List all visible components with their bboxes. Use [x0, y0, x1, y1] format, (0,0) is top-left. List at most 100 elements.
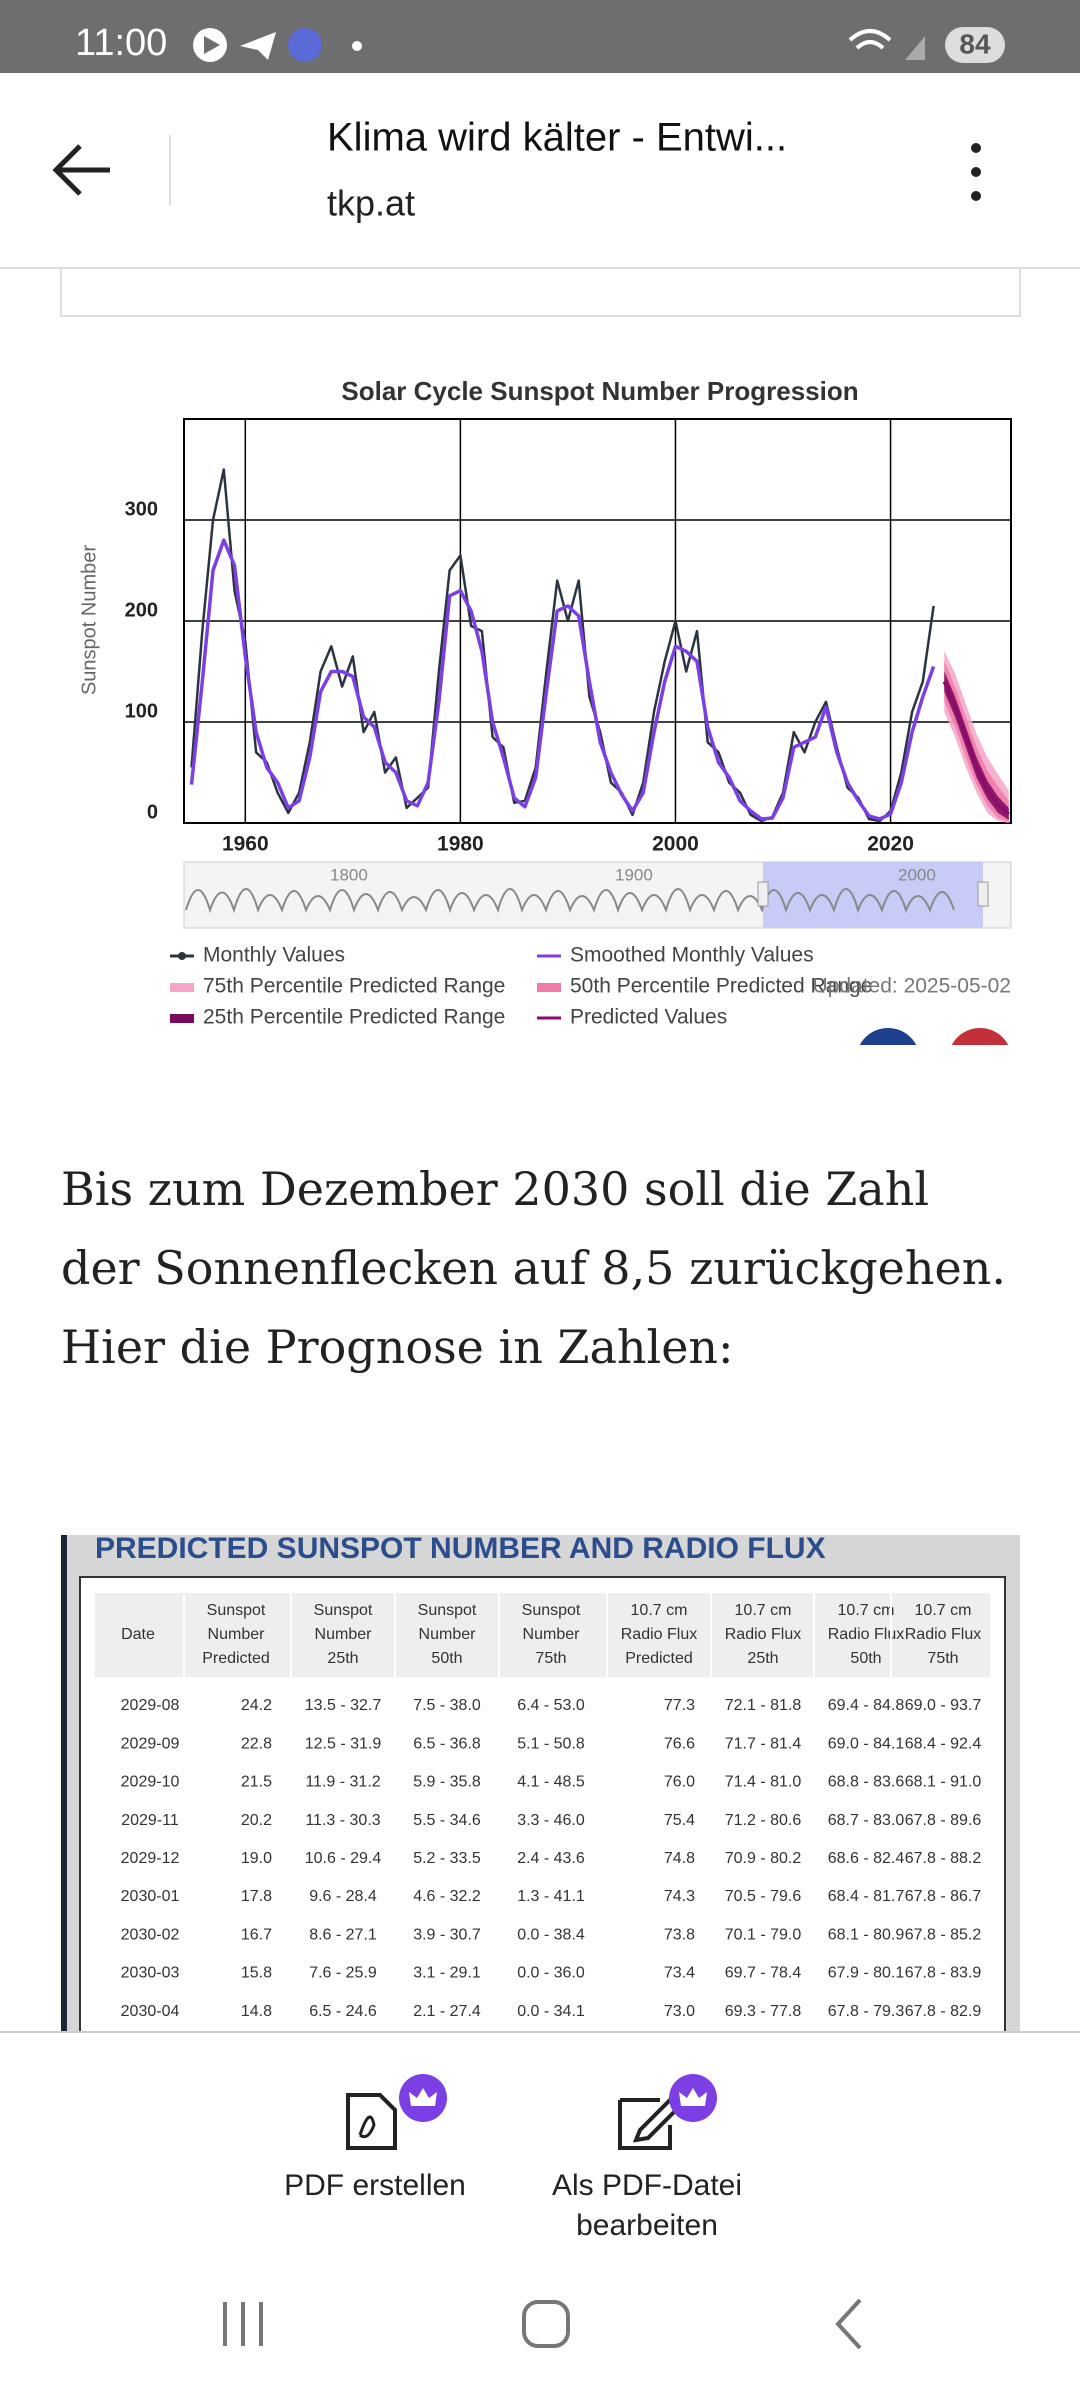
action-label[interactable]: bearbeiten	[576, 2209, 718, 2242]
nav-recents[interactable]	[223, 2302, 263, 2346]
table-cell: 11.3 - 30.3	[305, 1812, 380, 1829]
table-cell: 71.7 - 81.4	[725, 1735, 802, 1752]
table-cell: 6.5 - 36.8	[413, 1735, 481, 1752]
table-cell: 67.8 - 89.6	[905, 1812, 982, 1829]
navigator-label: 1900	[615, 865, 653, 884]
column-header: 75th	[927, 1650, 958, 1667]
status-time: 11:00	[75, 22, 167, 64]
action-label[interactable]: PDF erstellen	[284, 2169, 466, 2202]
table-cell: 69.0 - 93.7	[905, 1697, 982, 1714]
table-cell: 68.4 - 92.4	[905, 1735, 982, 1752]
table-title: PREDICTED SUNSPOT NUMBER AND RADIO FLUX	[95, 1532, 826, 1565]
table-cell: 5.2 - 33.5	[413, 1850, 481, 1867]
status-icon	[204, 36, 220, 54]
y-axis-label: Sunspot Number	[78, 545, 100, 695]
table-cell: 73.0	[664, 2003, 695, 2020]
table-cell: 67.8 - 86.7	[905, 1888, 982, 1905]
column-header: Radio Flux	[621, 1626, 697, 1643]
legend-label: 50th Percentile Predicted Range	[570, 975, 872, 998]
column-header: 50th	[850, 1650, 881, 1667]
navigator-handle[interactable]	[977, 881, 989, 907]
table-cell: 76.0	[664, 1774, 695, 1791]
nav-back[interactable]	[835, 2298, 862, 2350]
updated-label: Updated: 2025-05-02	[813, 975, 1012, 998]
column-header: 25th	[747, 1650, 778, 1667]
status-icon	[288, 28, 322, 62]
table-cell: 2030-02	[121, 1926, 180, 1943]
table-cell: 68.4 - 81.7	[828, 1888, 905, 1905]
y-tick-label: 300	[125, 498, 158, 520]
table-cell: 1.3 - 41.1	[517, 1888, 585, 1905]
table-cell: 21.5	[241, 1774, 272, 1791]
column-header: Predicted	[202, 1650, 270, 1667]
table-cell: 15.8	[241, 1965, 272, 1982]
back-button[interactable]	[52, 144, 110, 196]
table-cell: 12.5 - 31.9	[305, 1735, 382, 1752]
action-label[interactable]: Als PDF-Datei	[552, 2169, 742, 2202]
table-cell: 16.7	[241, 1926, 272, 1943]
table-cell: 13.5 - 32.7	[305, 1697, 382, 1714]
column-header: Sunspot	[207, 1602, 266, 1619]
y-tick-label: 100	[125, 700, 158, 722]
table-cell: 2.4 - 43.6	[517, 1850, 585, 1867]
column-header: Sunspot	[418, 1602, 477, 1619]
table: Date Sunspot Number Predicted Sunspot Number 2…	[121, 1593, 982, 2020]
table-cell: 2.1 - 27.4	[413, 2003, 481, 2020]
table-cell: 70.1 - 79.0	[725, 1926, 802, 1943]
x-tick-label: 1980	[437, 833, 484, 856]
chart: 0 100 200 300 1960 1980 2000 2020 1800 1900 2000 Mo…	[125, 418, 1012, 1029]
column-header: Predicted	[625, 1650, 693, 1667]
signal-icon	[905, 36, 925, 60]
series-line	[190, 468, 935, 823]
table-cell: 75.4	[664, 1812, 695, 1829]
table-cell: 9.6 - 28.4	[309, 1888, 377, 1905]
table-cell: 5.9 - 35.8	[413, 1774, 481, 1791]
menu-button[interactable]	[971, 143, 981, 153]
column-header: Sunspot	[522, 1602, 581, 1619]
menu-button	[971, 191, 981, 201]
navigator-label: 2000	[898, 865, 936, 884]
series-line	[942, 680, 1010, 816]
table-cell: 74.3	[664, 1888, 695, 1905]
table-cell: 69.7 - 78.4	[725, 1965, 802, 1982]
table-cell: 7.5 - 38.0	[413, 1697, 481, 1714]
legend-marker	[170, 983, 194, 992]
pdf-create-icon[interactable]	[346, 2093, 397, 2150]
table-cell: 0.0 - 36.0	[517, 1965, 585, 1982]
table-cell: 68.6 - 82.4	[828, 1850, 905, 1867]
table-cell: 74.8	[664, 1850, 695, 1867]
legend-label: 25th Percentile Predicted Range	[203, 1006, 505, 1029]
table-cell: 69.0 - 84.1	[828, 1735, 905, 1752]
legend-marker	[170, 1014, 194, 1023]
menu-button	[971, 167, 981, 177]
column-header: 25th	[327, 1650, 358, 1667]
column-header: Sunspot	[314, 1602, 373, 1619]
wifi-icon	[848, 29, 892, 50]
status-icon	[240, 32, 276, 60]
pdf-create-icon	[358, 2115, 376, 2139]
column-header: Radio Flux	[725, 1626, 801, 1643]
table-cell: 2029-08	[121, 1697, 180, 1714]
navigator-handle[interactable]	[757, 881, 769, 907]
table-cell: 73.8	[664, 1926, 695, 1943]
table-cell: 69.4 - 84.8	[828, 1697, 905, 1714]
table-cell: 67.8 - 88.2	[905, 1850, 982, 1867]
table-cell: 67.8 - 83.9	[905, 1965, 982, 1982]
navigator-line	[185, 888, 955, 914]
table-cell: 67.9 - 80.1	[828, 1965, 905, 1982]
column-header: 10.7 cm	[631, 1602, 688, 1619]
table-cell: 68.1 - 91.0	[905, 1774, 982, 1791]
table-cell: 0.0 - 38.4	[517, 1926, 585, 1943]
table-cell: 8.6 - 27.1	[309, 1926, 377, 1943]
nav-home[interactable]	[522, 2300, 570, 2348]
table-cell: 7.6 - 25.9	[309, 1965, 377, 1982]
table-cell: 3.3 - 46.0	[517, 1812, 585, 1829]
battery	[945, 27, 1005, 63]
table-cell: 0.0 - 34.1	[517, 2003, 585, 2020]
table-cell: 22.8	[241, 1735, 272, 1752]
table-cell: 2029-10	[121, 1774, 180, 1791]
page-title: Klima wird kälter - Entwi...	[327, 116, 787, 160]
page-url: tkp.at	[327, 183, 415, 224]
